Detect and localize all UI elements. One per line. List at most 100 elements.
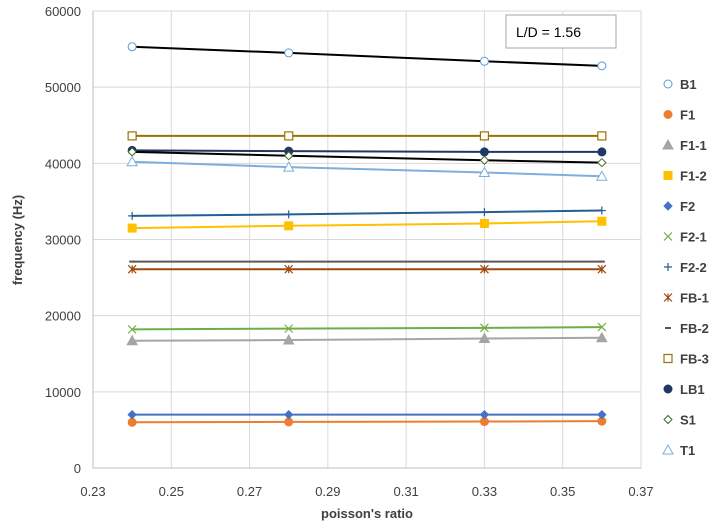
data-point-f1-1 xyxy=(126,334,138,346)
data-point-lb1 xyxy=(597,147,607,157)
data-point-f1-2 xyxy=(479,219,489,229)
y-tick-label: 60000 xyxy=(45,4,81,19)
data-point-f2 xyxy=(479,409,490,420)
legend-label-lb1: LB1 xyxy=(680,382,705,397)
data-point-fb-1 xyxy=(284,264,294,274)
tick-labels: 0.23 0.25 0.27 0.29 0.31 0.33 0.35 0.37 0 10000 20… xyxy=(45,4,654,499)
data-point-f1-2 xyxy=(284,221,294,231)
legend-label-f2-2: F2-2 xyxy=(680,260,707,275)
legend-marker-b1 xyxy=(663,79,673,89)
y-tick-label: 20000 xyxy=(45,309,81,324)
data-point-fb-1 xyxy=(597,264,607,274)
data-point-b1 xyxy=(597,61,607,71)
series-line-f2-1 xyxy=(132,326,602,331)
x-tick-label: 0.33 xyxy=(472,484,497,499)
data-point-f2-1 xyxy=(480,323,489,333)
data-point-fb-1 xyxy=(480,264,489,274)
legend-item-f1: F1 xyxy=(663,108,695,123)
annotation-frame xyxy=(505,14,617,49)
data-point-f1-1 xyxy=(282,334,295,345)
legend-label-f1-1: F1-1 xyxy=(680,138,707,153)
x-axis-title: poisson's ratio xyxy=(321,506,413,521)
data-point-f1 xyxy=(127,417,137,427)
data-point-f1-2 xyxy=(597,216,607,226)
y-axis-title: frequency (Hz) xyxy=(10,195,25,285)
axes xyxy=(92,10,642,469)
legend-label-s1: S1 xyxy=(680,413,696,428)
data-point-f2-2 xyxy=(597,206,606,215)
y-tick-label: 50000 xyxy=(45,80,81,95)
data-point-f1-1 xyxy=(478,332,491,344)
legend-item-b1: B1 xyxy=(663,77,697,92)
annotation-text: L/D = 1.56 xyxy=(516,24,581,40)
series-b1 xyxy=(127,42,607,71)
data-point-f2-1 xyxy=(597,322,607,332)
y-tick-label: 30000 xyxy=(45,233,81,248)
legend-label-f2-1: F2-1 xyxy=(680,230,707,245)
data-point-t1 xyxy=(596,170,608,181)
data-point-lb1 xyxy=(479,147,489,157)
series-line-f1 xyxy=(132,420,602,424)
data-point-f2 xyxy=(284,409,294,420)
x-tick-label: 0.23 xyxy=(80,484,105,499)
legend-item-fb-1: FB-1 xyxy=(663,291,709,306)
legend-item-f1-2: F1-2 xyxy=(663,169,707,184)
data-point-t1 xyxy=(126,155,138,167)
legend-label-t1: T1 xyxy=(680,443,695,458)
legend-item-f2-1: F2-1 xyxy=(663,230,707,245)
y-tick-label: 0 xyxy=(74,461,81,476)
legend-label-f1: F1 xyxy=(680,108,695,123)
x-tick-label: 0.37 xyxy=(628,484,653,499)
data-point-b1 xyxy=(284,48,294,58)
data-point-fb-3 xyxy=(284,131,294,141)
data-point-fb-3 xyxy=(597,131,607,141)
series-t1 xyxy=(126,155,608,181)
legend-marker-f1-2 xyxy=(663,171,673,180)
x-tick-label: 0.25 xyxy=(159,484,184,499)
series-f2 xyxy=(127,409,607,420)
data-point-fb-1 xyxy=(127,264,137,274)
data-point-b1 xyxy=(127,42,137,52)
x-tick-label: 0.27 xyxy=(237,484,262,499)
legend-marker-f2-2 xyxy=(664,263,672,271)
series-fb-3 xyxy=(127,131,607,141)
legend-marker-s1 xyxy=(663,414,673,425)
legend: B1 F1 F1-1 F1-2 F2 F2-1 F2-2 FB-1 FB-2 FB-3 LB1 S1 T… xyxy=(662,77,709,458)
legend-marker-f2-1 xyxy=(663,232,673,241)
legend-label-fb-2: FB-2 xyxy=(680,321,709,336)
y-tick-label: 40000 xyxy=(45,156,81,171)
legend-item-fb-2: FB-2 xyxy=(665,321,709,336)
gridlines xyxy=(92,10,642,469)
series-line-lb1 xyxy=(132,149,602,153)
x-tick-label: 0.35 xyxy=(550,484,575,499)
data-point-fb-3 xyxy=(127,131,137,141)
legend-marker-fb-3 xyxy=(663,353,673,364)
series-line-f1-1 xyxy=(132,336,602,342)
data-point-fb-3 xyxy=(479,131,490,141)
series-fb-1 xyxy=(127,264,607,274)
data-point-f2-2 xyxy=(128,211,137,220)
legend-label-fb-1: FB-1 xyxy=(680,291,709,306)
legend-label-fb-3: FB-3 xyxy=(680,352,709,367)
data-point-f2-2 xyxy=(284,210,293,219)
y-tick-label: 10000 xyxy=(45,385,81,400)
x-tick-label: 0.31 xyxy=(393,484,418,499)
data-point-f2 xyxy=(597,409,607,420)
legend-label-b1: B1 xyxy=(680,77,697,92)
legend-marker-lb1 xyxy=(663,384,673,394)
legend-item-f1-1: F1-1 xyxy=(662,138,707,153)
legend-label-f2: F2 xyxy=(680,199,695,214)
legend-marker-fb-1 xyxy=(663,293,673,302)
series-f1-2 xyxy=(127,216,607,233)
series-line-b1 xyxy=(132,45,602,67)
series-f2-1 xyxy=(127,322,607,334)
legend-marker-f1 xyxy=(663,110,673,119)
legend-marker-t1 xyxy=(662,443,674,455)
data-point-t1 xyxy=(478,166,491,177)
data-point-f2-2 xyxy=(480,208,489,217)
legend-marker-f1-1 xyxy=(662,138,674,150)
data-point-f1-2 xyxy=(127,223,137,233)
data-point-f2-1 xyxy=(284,324,294,334)
legend-item-t1: T1 xyxy=(662,443,695,458)
